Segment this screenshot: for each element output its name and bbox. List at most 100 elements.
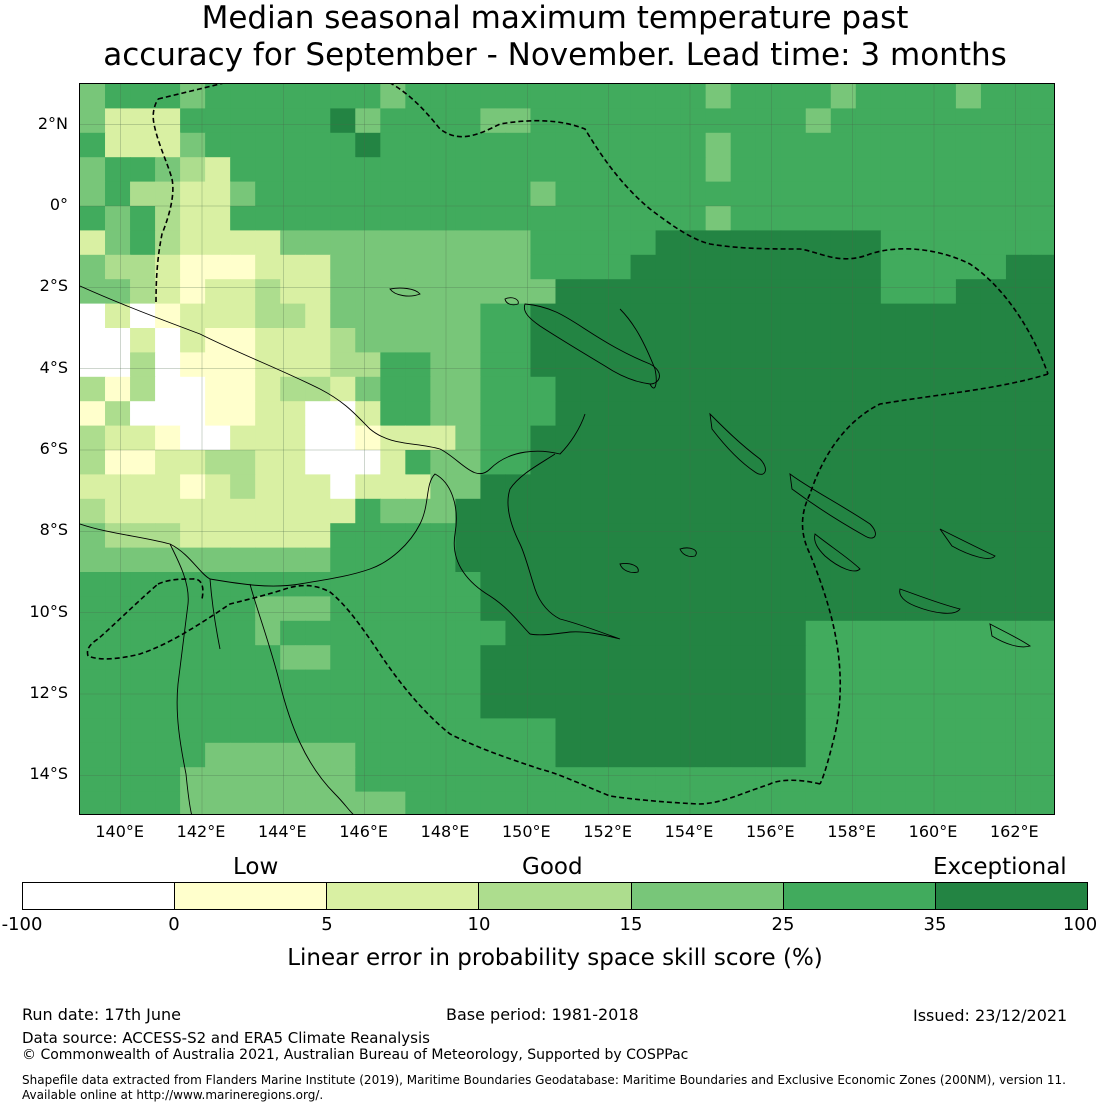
grid-cell — [680, 450, 707, 475]
grid-cell — [130, 108, 156, 134]
grid-cell — [730, 279, 757, 305]
grid-cell — [780, 718, 807, 744]
grid-cell — [80, 425, 106, 451]
grid-cell — [1030, 523, 1054, 549]
grid-cell — [580, 230, 607, 256]
grid-cell — [755, 425, 782, 451]
grid-cell — [930, 181, 957, 207]
grid-cell — [530, 572, 557, 597]
grid-cell — [480, 376, 507, 402]
grid-cell — [80, 352, 106, 378]
grid-cell — [880, 498, 907, 524]
grid-cell — [355, 206, 381, 231]
grid-cell — [455, 279, 482, 305]
grid-cell — [355, 669, 381, 695]
grid-cell — [255, 767, 281, 793]
grid-cell — [730, 401, 757, 427]
grid-cell — [905, 108, 932, 134]
grid-cell — [180, 523, 206, 549]
grid-cell — [480, 450, 507, 475]
grid-cell — [830, 84, 857, 109]
grid-cell — [805, 254, 832, 280]
grid-cell — [955, 450, 982, 475]
grid-cell — [480, 791, 507, 814]
grid-cell — [480, 474, 507, 500]
grid-cell — [305, 157, 331, 183]
grid-cell — [805, 352, 832, 378]
grid-cell — [230, 206, 256, 231]
grid-cell — [855, 352, 882, 378]
grid-cell — [230, 230, 256, 256]
grid-cell — [505, 157, 532, 183]
grid-cell — [330, 620, 356, 646]
grid-cell — [630, 791, 657, 814]
grid-cell — [305, 620, 331, 646]
grid-cell — [680, 767, 707, 793]
grid-cell — [630, 401, 657, 427]
colorbar-tick: -100 — [1, 914, 43, 935]
grid-cell — [655, 181, 682, 207]
grid-cell — [130, 523, 156, 549]
grid-cell — [930, 108, 957, 134]
grid-cell — [530, 791, 557, 814]
grid-cell — [605, 230, 632, 256]
grid-cell — [855, 474, 882, 500]
grid-cell — [955, 84, 982, 109]
grid-cell — [680, 694, 707, 719]
grid-cell — [805, 279, 832, 305]
grid-cell — [505, 425, 532, 451]
grid-cell — [655, 645, 682, 671]
grid-cell — [905, 572, 932, 597]
grid-cell — [830, 157, 857, 183]
grid-cell — [680, 523, 707, 549]
grid-cell — [1030, 230, 1054, 256]
grid-cell — [1030, 328, 1054, 353]
grid-cell — [705, 669, 732, 695]
grid-cell — [955, 157, 982, 183]
grid-cell — [330, 450, 356, 475]
grid-cell — [1030, 767, 1054, 793]
grid-cell — [305, 694, 331, 719]
grid-cell — [230, 523, 256, 549]
grid-cell — [130, 157, 156, 183]
grid-cell — [180, 352, 206, 378]
grid-cell — [230, 157, 256, 183]
grid-cell — [655, 352, 682, 378]
grid-cell — [680, 669, 707, 695]
grid-cell — [330, 352, 356, 378]
grid-cell — [805, 303, 832, 329]
grid-cell — [1030, 108, 1054, 134]
grid-cell — [730, 181, 757, 207]
grid-cell — [155, 279, 181, 305]
grid-cell — [730, 84, 757, 109]
grid-cell — [655, 279, 682, 305]
grid-cell — [430, 498, 456, 524]
grid-cell — [280, 425, 306, 451]
grid-cell — [580, 352, 607, 378]
grid-cell — [855, 401, 882, 427]
longitude-label: 142°E — [176, 822, 226, 841]
grid-cell — [430, 206, 456, 231]
grid-cell — [730, 547, 757, 573]
grid-cell — [880, 328, 907, 353]
grid-cell — [405, 279, 431, 305]
grid-cell — [405, 645, 431, 671]
grid-cell — [155, 401, 181, 427]
grid-cell — [255, 547, 281, 573]
grid-cell — [655, 620, 682, 646]
grid-cell — [605, 303, 632, 329]
grid-cell — [155, 498, 181, 524]
grid-cell — [80, 376, 106, 402]
grid-cell — [980, 303, 1007, 329]
grid-cell — [655, 425, 682, 451]
grid-cell — [105, 596, 131, 622]
grid-cell — [505, 669, 532, 695]
grid-cell — [680, 108, 707, 134]
grid-cell — [405, 206, 431, 231]
run-date: Run date: 17th June — [22, 1005, 182, 1024]
grid-cell — [455, 352, 482, 378]
grid-cell — [230, 620, 256, 646]
grid-cell — [455, 620, 482, 646]
grid-cell — [580, 254, 607, 280]
grid-cell — [530, 425, 557, 451]
